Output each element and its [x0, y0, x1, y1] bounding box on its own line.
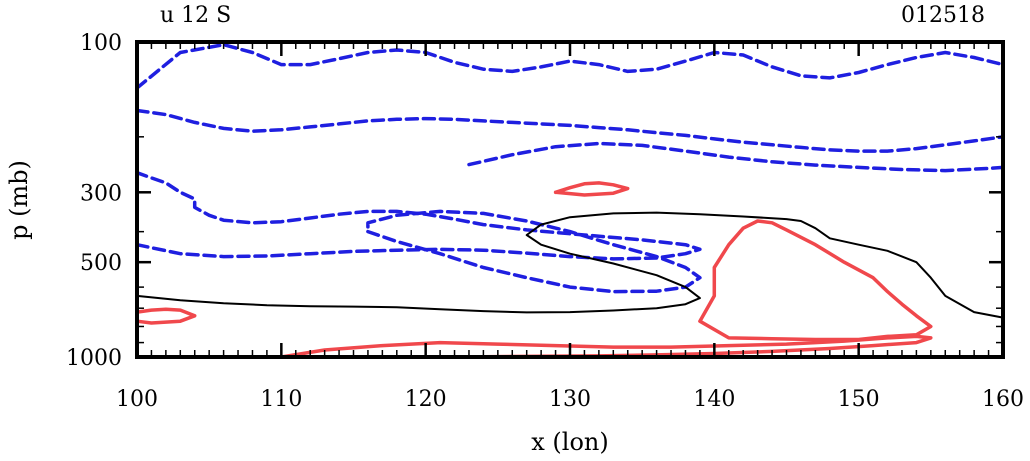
negative-contour-2 — [467, 141, 1005, 173]
negative-contour-4 — [366, 209, 702, 294]
y-tick-labels: 100 300 500 1000 — [66, 31, 122, 371]
x-tick-label: 130 — [549, 387, 591, 412]
x-tick-label: 160 — [982, 387, 1024, 412]
contour-lines — [135, 42, 1005, 359]
positive-contour-6 — [553, 181, 630, 197]
y-tick-label: 100 — [80, 31, 122, 56]
axis-ticks — [135, 40, 1005, 359]
y-tick-label: 500 — [80, 251, 122, 276]
x-tick-label: 140 — [693, 387, 735, 412]
x-tick-label: 110 — [260, 387, 302, 412]
x-axis-label: x (lon) — [531, 428, 608, 456]
chart-title-left: u 12 S — [160, 3, 231, 28]
plot-frame — [135, 40, 1005, 359]
zero-contour-5 — [136, 211, 1004, 319]
negative-contour-0 — [135, 42, 1005, 90]
y-axis-label: p (mb) — [5, 160, 33, 240]
x-tick-labels: 100 110 120 130 140 150 160 — [116, 387, 1024, 412]
y-tick-label: 1000 — [66, 346, 122, 371]
negative-contour-1 — [135, 108, 1005, 153]
negative-contour-3 — [135, 170, 702, 261]
x-tick-label: 120 — [405, 387, 447, 412]
y-tick-label: 300 — [80, 181, 122, 206]
chart-title-right: 012518 — [901, 3, 985, 28]
x-tick-label: 150 — [838, 387, 880, 412]
positive-contour-8 — [135, 307, 197, 325]
positive-contour-7 — [698, 219, 933, 342]
x-tick-label: 100 — [116, 387, 158, 412]
